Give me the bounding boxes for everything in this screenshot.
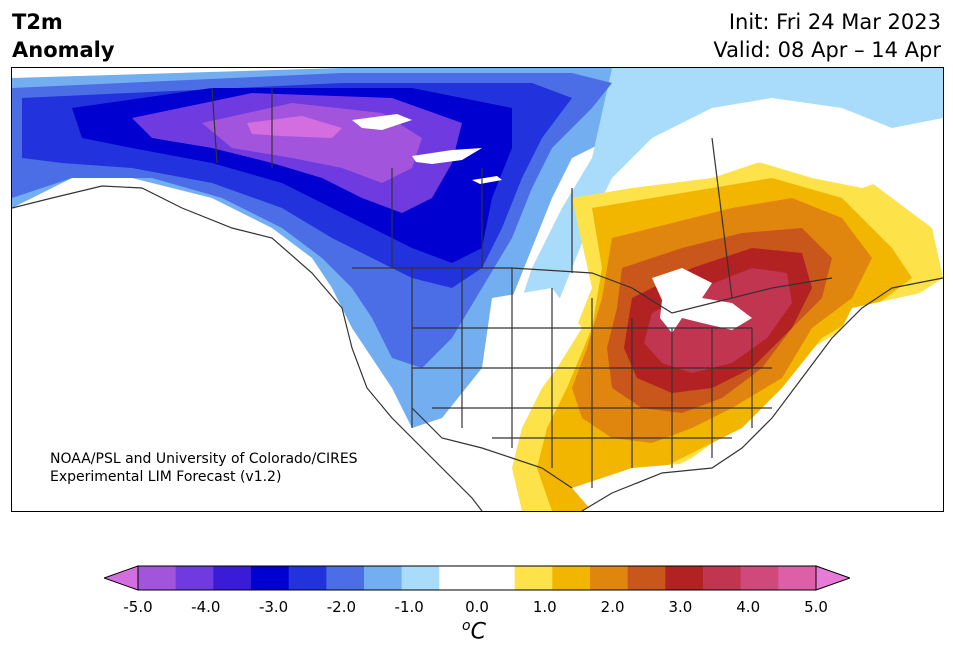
boundaries [12,87,943,511]
colorbar-segment [326,566,365,590]
colorbar-tick-label: 2.0 [600,598,625,616]
colorbar-tick-label: 4.0 [736,598,761,616]
anomaly-label: Anomaly [12,38,115,62]
colorbar-tick-label: 0.0 [465,598,489,616]
anomaly-field [12,68,943,511]
hudson-bay [712,128,892,188]
neutral-zone [452,288,582,488]
credit-text: NOAA/PSL and University of Colorado/CIRE… [50,450,358,486]
forecast-dates: Init: Fri 24 Mar 2023 Valid: 08 Apr – 14… [713,8,941,64]
coastline-east [581,277,943,511]
colorbar-segment [364,566,403,590]
credit-line-2: Experimental LIM Forecast (v1.2) [50,469,282,485]
great-lakes [652,268,752,333]
colorbar-segment [590,566,629,590]
map-canvas [12,68,943,511]
colorbar-segment [552,566,591,590]
great-bear-lake [352,114,412,130]
contour-pale-blue-east [512,68,943,358]
colorbar-tick-label: 3.0 [668,598,693,616]
gulf-of-mexico [572,463,732,511]
colorbar-tick-label: 5.0 [804,598,828,616]
valid-range: Valid: 08 Apr – 14 Apr [713,38,941,62]
lake-athabasca [472,176,502,184]
colorbar-segment [213,566,252,590]
init-date: Init: Fri 24 Mar 2023 [728,10,941,34]
pacific-ocean [12,218,482,511]
colorbar-segment [401,566,440,590]
degree-superscript: o [462,618,471,634]
colorbar-segment [514,566,553,590]
colorbar-under-arrow [104,565,139,591]
map-title: T2m Anomaly [12,8,115,64]
coastline-west [12,185,483,511]
colorbar-segment [439,566,478,590]
variable-label: T2m [12,10,63,34]
colorbar-segment [175,566,214,590]
colorbar-segment [288,566,327,590]
anomaly-map: NOAA/PSL and University of Colorado/CIRE… [11,67,944,512]
colorbar-tick-label: -1.0 [394,598,424,616]
colorbar-tick-label: -5.0 [123,598,153,616]
colorbar-ticks: -5.0 -4.0 -3.0 -2.0 -1.0 0.0 1.0 2.0 3.0 4.0 5.0 [0,598,953,620]
colorbar-segment [138,566,177,590]
great-slave-lake [412,148,482,164]
colorbar-segment [251,566,290,590]
colorbar-tick-label: 1.0 [532,598,557,616]
colorbar-tick-label: -4.0 [191,598,221,616]
unit-letter: C [470,619,486,645]
colorbar-segment [703,566,742,590]
canada-provinces [211,87,733,299]
colorbar-tick-label: -3.0 [258,598,289,616]
colorbar-over-arrow [815,565,850,591]
colorbar-segment [627,566,666,590]
mexico-border [411,407,573,489]
colorbar-segment [665,566,704,590]
contour-magenta [247,116,342,138]
colorbar-segment [477,566,516,590]
units-label: oC [462,618,486,644]
colorbar-segments [138,566,817,590]
colorbar-tick-label: -2.0 [326,598,357,616]
colorbar-outline [137,565,817,591]
colorbar-segment [740,566,779,590]
us-states [411,268,772,488]
colorbar-segment [778,566,817,590]
colorbar [104,565,850,591]
credit-line-1: NOAA/PSL and University of Colorado/CIRE… [50,451,358,467]
us-canada-border [352,267,833,314]
atlantic-ocean [732,288,943,511]
